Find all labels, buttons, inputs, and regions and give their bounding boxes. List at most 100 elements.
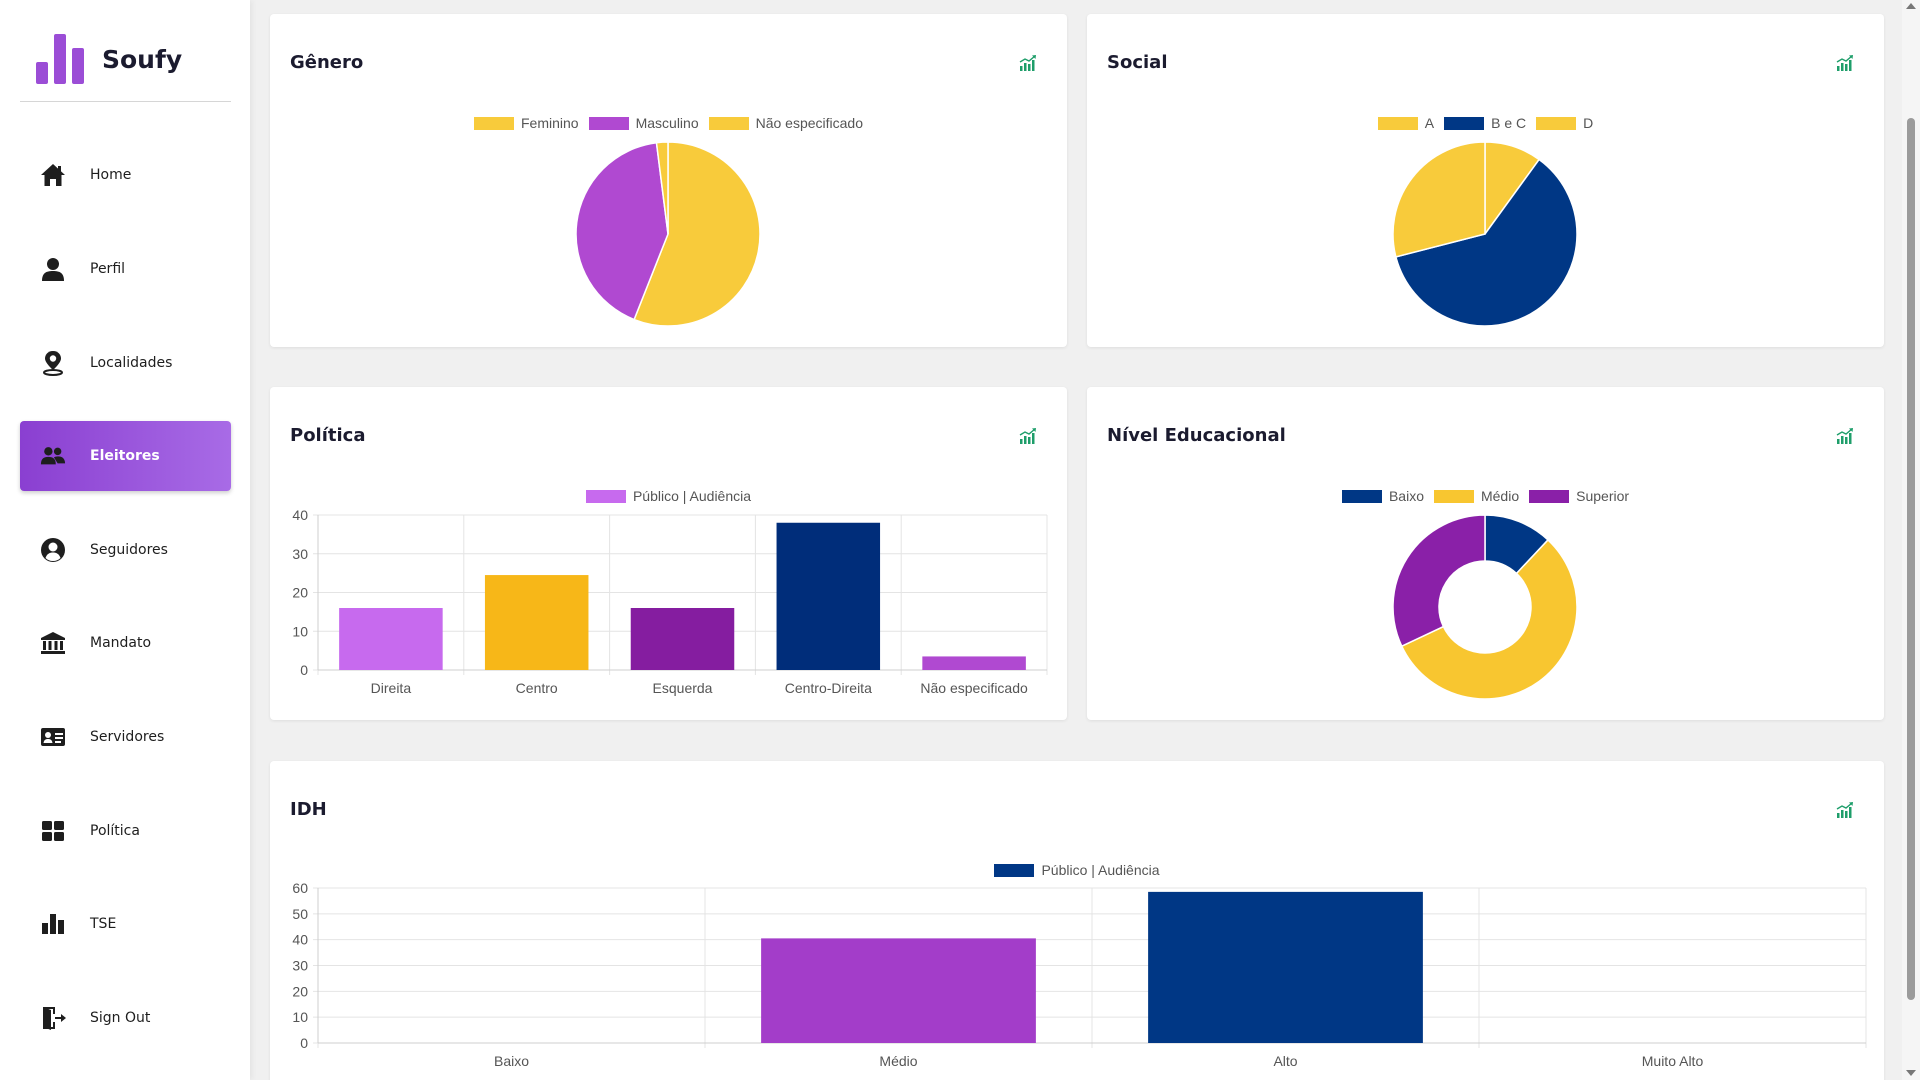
y-tick-label: 50 bbox=[292, 906, 308, 922]
legend-item[interactable]: Feminino bbox=[473, 115, 579, 131]
users-icon bbox=[40, 443, 66, 469]
pie-slice-n-o-especificado[interactable] bbox=[655, 141, 669, 235]
bar-direita[interactable] bbox=[339, 608, 443, 670]
bar-n-o-especificado[interactable] bbox=[922, 656, 1026, 670]
legend-item[interactable]: Público | Audiência bbox=[994, 862, 1160, 878]
user-icon bbox=[40, 256, 66, 282]
legend-item[interactable]: B e C bbox=[1444, 115, 1526, 131]
trend-chart-icon[interactable] bbox=[1836, 54, 1854, 72]
legend-label: B e C bbox=[1491, 115, 1527, 131]
sidebar-item-label: Seguidores bbox=[90, 542, 168, 558]
x-tick-label: Médio bbox=[879, 1053, 917, 1069]
trend-chart-icon[interactable] bbox=[1019, 427, 1037, 445]
pie-slice-b-e-c[interactable] bbox=[1394, 158, 1578, 327]
chart-legend: Público | Audiência bbox=[470, 488, 867, 504]
legend-swatch bbox=[473, 116, 514, 130]
scroll-down-arrow-icon[interactable] bbox=[1906, 1070, 1916, 1076]
scroll-thumb[interactable] bbox=[1907, 118, 1915, 1000]
pie-slice-m-dio[interactable] bbox=[1400, 538, 1578, 700]
sign-out-icon bbox=[40, 1005, 66, 1031]
legend-swatch bbox=[994, 863, 1035, 877]
user-circle-icon bbox=[40, 537, 66, 563]
bar-esquerda[interactable] bbox=[630, 608, 735, 670]
app-title: Soufy bbox=[102, 44, 183, 74]
legend-label: Não especificado bbox=[755, 115, 864, 131]
bar-centro-direita[interactable] bbox=[776, 522, 881, 670]
trend-chart-icon[interactable] bbox=[1836, 801, 1854, 819]
y-tick-label: 0 bbox=[300, 662, 308, 678]
card-title: Social bbox=[1107, 52, 1168, 73]
x-tick-label: Direita bbox=[371, 680, 412, 696]
bar-m-dio[interactable] bbox=[761, 938, 1036, 1043]
sidebar-item-tse[interactable]: TSE bbox=[20, 889, 231, 959]
legend-item[interactable]: Superior bbox=[1529, 488, 1629, 504]
chart-legend: Feminino Masculino Não especificado bbox=[470, 115, 867, 131]
bar-centro[interactable] bbox=[484, 575, 589, 670]
page-scrollbar[interactable] bbox=[1902, 0, 1920, 1080]
x-tick-label: Esquerda bbox=[653, 680, 713, 696]
card-social: Social A B e C D bbox=[1087, 14, 1884, 347]
sidebar-item-sign-out[interactable]: Sign Out bbox=[20, 983, 231, 1053]
legend-swatch bbox=[588, 116, 629, 130]
pie-slice-superior[interactable] bbox=[1392, 514, 1486, 648]
card-title: Gênero bbox=[290, 52, 364, 73]
y-tick-label: 40 bbox=[292, 932, 308, 948]
legend-label: Masculino bbox=[635, 115, 699, 131]
x-tick-label: Não especificado bbox=[920, 680, 1028, 696]
pie-slice-masculino[interactable] bbox=[575, 141, 669, 321]
scroll-up-arrow-icon[interactable] bbox=[1906, 3, 1916, 9]
pie-slice-feminino[interactable] bbox=[633, 141, 761, 327]
sidebar-item-label: Home bbox=[90, 167, 132, 183]
sidebar-item-politica[interactable]: Política bbox=[20, 796, 231, 866]
bar-alto[interactable] bbox=[1148, 891, 1423, 1043]
trend-chart-icon[interactable] bbox=[1836, 427, 1854, 445]
sidebar-item-label: Sign Out bbox=[90, 1010, 151, 1026]
sidebar-item-seguidores[interactable]: Seguidores bbox=[20, 515, 231, 585]
app-logo[interactable]: Soufy bbox=[36, 34, 182, 84]
legend-label: Médio bbox=[1480, 488, 1520, 504]
legend-swatch bbox=[1444, 116, 1485, 130]
legend-item[interactable]: Baixo bbox=[1341, 488, 1424, 504]
legend-swatch bbox=[1529, 489, 1570, 503]
map-pin-icon bbox=[40, 350, 66, 376]
legend-item[interactable]: Não especificado bbox=[708, 115, 864, 131]
y-tick-label: 30 bbox=[292, 546, 308, 562]
sidebar-item-label: Perfil bbox=[90, 261, 126, 277]
bar-chart-politica: 0 10 20 30 40 Direita Centro Esquerda Centro-Dir… bbox=[292, 507, 1048, 696]
sidebar-item-home[interactable]: Home bbox=[20, 140, 231, 210]
card-title: Nível Educacional bbox=[1107, 425, 1286, 446]
legend-swatch bbox=[1433, 489, 1474, 503]
sidebar-item-localidades[interactable]: Localidades bbox=[20, 328, 231, 398]
card-idh: IDH Público | Audiência 0 10 20 30 40 50 60 Bai… bbox=[270, 761, 1884, 1080]
sidebar-item-mandato[interactable]: Mandato bbox=[20, 608, 231, 678]
id-card-icon bbox=[40, 724, 66, 750]
sidebar-item-label: Servidores bbox=[90, 729, 165, 745]
legend-swatch bbox=[1341, 489, 1382, 503]
legend-item[interactable]: A bbox=[1377, 115, 1434, 131]
sidebar-item-perfil[interactable]: Perfil bbox=[20, 234, 231, 304]
trend-chart-icon[interactable] bbox=[1019, 54, 1037, 72]
legend-label: D bbox=[1583, 115, 1594, 131]
y-tick-label: 60 bbox=[292, 880, 308, 896]
sidebar-item-label: Eleitores bbox=[90, 448, 160, 464]
logo-bars-icon bbox=[36, 34, 84, 84]
legend-item[interactable]: D bbox=[1536, 115, 1593, 131]
legend-label: Público | Audiência bbox=[1041, 862, 1160, 878]
y-tick-label: 20 bbox=[292, 983, 308, 999]
sidebar-item-label: Mandato bbox=[90, 635, 152, 651]
sidebar-divider bbox=[20, 101, 231, 102]
y-tick-label: 20 bbox=[292, 585, 308, 601]
legend-item[interactable]: Público | Audiência bbox=[585, 488, 751, 504]
x-tick-label: Alto bbox=[1273, 1053, 1297, 1069]
card-title: Política bbox=[290, 425, 366, 446]
card-politica: Política Público | Audiência 0 10 20 30 40 Di… bbox=[270, 387, 1067, 720]
pie-slice-d[interactable] bbox=[1392, 141, 1486, 258]
sidebar-item-servidores[interactable]: Servidores bbox=[20, 702, 231, 772]
legend-item[interactable]: Médio bbox=[1433, 488, 1520, 504]
legend-item[interactable]: Masculino bbox=[588, 115, 699, 131]
pie-chart-social bbox=[1392, 141, 1578, 327]
sidebar-item-eleitores[interactable]: Eleitores bbox=[20, 421, 231, 491]
legend-swatch bbox=[708, 116, 749, 130]
legend-label: Superior bbox=[1576, 488, 1630, 504]
